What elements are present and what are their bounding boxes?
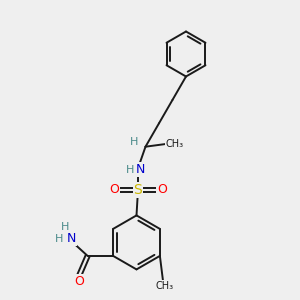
Text: O: O bbox=[157, 183, 167, 196]
Text: O: O bbox=[109, 183, 119, 196]
Text: CH₃: CH₃ bbox=[166, 139, 184, 149]
Text: H: H bbox=[125, 165, 134, 175]
Text: O: O bbox=[74, 275, 84, 288]
Text: N: N bbox=[136, 163, 145, 176]
Text: H: H bbox=[61, 222, 69, 233]
Text: H: H bbox=[55, 233, 63, 244]
Text: CH₃: CH₃ bbox=[155, 281, 173, 291]
Text: H: H bbox=[130, 137, 138, 147]
Text: S: S bbox=[134, 183, 142, 197]
Text: N: N bbox=[66, 232, 76, 245]
